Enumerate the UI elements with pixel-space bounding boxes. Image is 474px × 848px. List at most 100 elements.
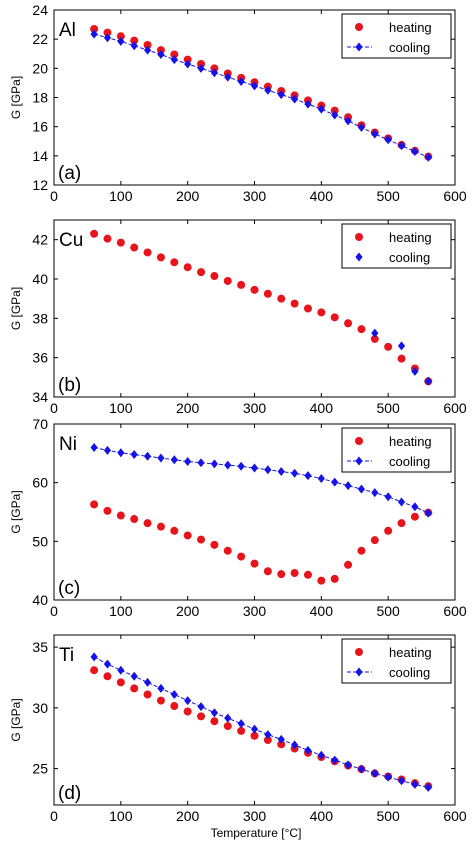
data-point xyxy=(250,463,259,473)
panel-label: (c) xyxy=(58,578,80,599)
data-point xyxy=(170,702,179,711)
data-point xyxy=(250,731,259,740)
x-tick-label: 600 xyxy=(443,188,467,204)
data-point xyxy=(304,99,312,109)
data-point xyxy=(143,451,152,461)
legend-marker xyxy=(355,23,363,31)
data-point xyxy=(117,665,125,675)
data-point xyxy=(370,334,379,343)
data-point xyxy=(130,36,139,45)
y-tick-label: 40 xyxy=(32,592,48,608)
legend-marker xyxy=(355,667,363,677)
data-point xyxy=(371,488,379,498)
x-tick-label: 100 xyxy=(109,603,133,619)
series-cooling xyxy=(371,328,432,386)
data-point xyxy=(250,81,259,91)
series-cooling xyxy=(90,442,432,518)
data-point xyxy=(90,652,98,662)
panel-label: (b) xyxy=(58,375,81,396)
data-point xyxy=(224,460,232,470)
data-point xyxy=(384,135,392,145)
data-point xyxy=(411,366,419,376)
data-point xyxy=(184,59,192,69)
y-tick-label: 22 xyxy=(32,31,48,47)
data-point xyxy=(237,552,246,561)
data-point xyxy=(170,455,178,465)
series-cooling xyxy=(90,29,432,162)
data-point xyxy=(397,519,406,528)
data-point xyxy=(197,712,206,721)
x-tick-label: 0 xyxy=(50,808,58,824)
x-tick-label: 400 xyxy=(310,808,334,824)
data-point xyxy=(223,546,232,555)
data-point xyxy=(157,49,165,59)
data-point xyxy=(117,448,125,458)
legend-marker xyxy=(355,456,363,466)
data-point xyxy=(223,722,232,731)
x-tick-label: 300 xyxy=(243,188,267,204)
data-point xyxy=(370,536,379,545)
data-point xyxy=(90,229,99,238)
legend: heating cooling xyxy=(341,13,452,59)
y-axis-label: G [GPa] xyxy=(9,76,23,119)
data-point xyxy=(183,263,192,272)
data-point xyxy=(371,328,379,338)
material-label: Ni xyxy=(59,434,77,455)
data-point xyxy=(277,294,286,303)
x-tick-label: 100 xyxy=(109,400,133,416)
data-point xyxy=(290,299,299,308)
data-point xyxy=(290,569,299,578)
y-tick-label: 30 xyxy=(32,700,48,716)
x-tick-label: 300 xyxy=(243,400,267,416)
data-point xyxy=(157,453,165,463)
data-point xyxy=(157,683,165,693)
data-point xyxy=(237,719,245,729)
data-point xyxy=(183,707,192,716)
y-axis-label: G [GPa] xyxy=(9,287,23,330)
x-tick-label: 600 xyxy=(443,603,467,619)
y-tick-label: 25 xyxy=(32,761,48,777)
legend-label: heating xyxy=(389,645,432,660)
data-point xyxy=(223,276,232,285)
x-axis-title: Temperature [°C] xyxy=(211,826,302,840)
data-point xyxy=(103,28,112,37)
data-point xyxy=(263,289,272,298)
data-point xyxy=(103,506,112,515)
legend-box xyxy=(341,223,452,269)
legend-label: cooling xyxy=(389,250,430,265)
data-point xyxy=(397,497,406,507)
legend-box xyxy=(341,427,452,473)
data-point xyxy=(263,736,272,745)
data-point xyxy=(357,546,366,555)
legend-box xyxy=(341,638,452,684)
data-point xyxy=(117,36,125,46)
data-point xyxy=(143,677,152,687)
chart-panel-3: 0 100 200 300 400 500 600 40 50 60 70 G [GPa] Ni (c) h… xyxy=(9,416,467,619)
data-point xyxy=(291,740,299,750)
x-tick-label: 0 xyxy=(50,188,58,204)
data-point xyxy=(197,268,206,277)
legend-label: heating xyxy=(389,434,432,449)
data-point xyxy=(371,129,379,139)
data-point xyxy=(304,471,312,481)
data-point xyxy=(424,376,432,386)
data-point xyxy=(291,94,299,104)
data-point xyxy=(277,734,285,744)
data-point xyxy=(143,519,152,528)
data-point xyxy=(344,560,353,569)
legend-label: heating xyxy=(389,230,432,245)
y-axis-label: G [GPa] xyxy=(9,490,23,533)
data-point xyxy=(264,85,272,95)
data-point xyxy=(250,724,259,734)
data-point xyxy=(331,477,339,487)
data-point xyxy=(317,104,325,114)
data-point xyxy=(237,280,246,289)
data-point xyxy=(183,531,192,540)
data-point xyxy=(224,713,232,723)
data-point xyxy=(424,152,432,162)
data-point xyxy=(411,146,419,156)
data-point xyxy=(103,659,112,669)
y-tick-label: 38 xyxy=(32,310,48,326)
data-point xyxy=(397,354,406,363)
